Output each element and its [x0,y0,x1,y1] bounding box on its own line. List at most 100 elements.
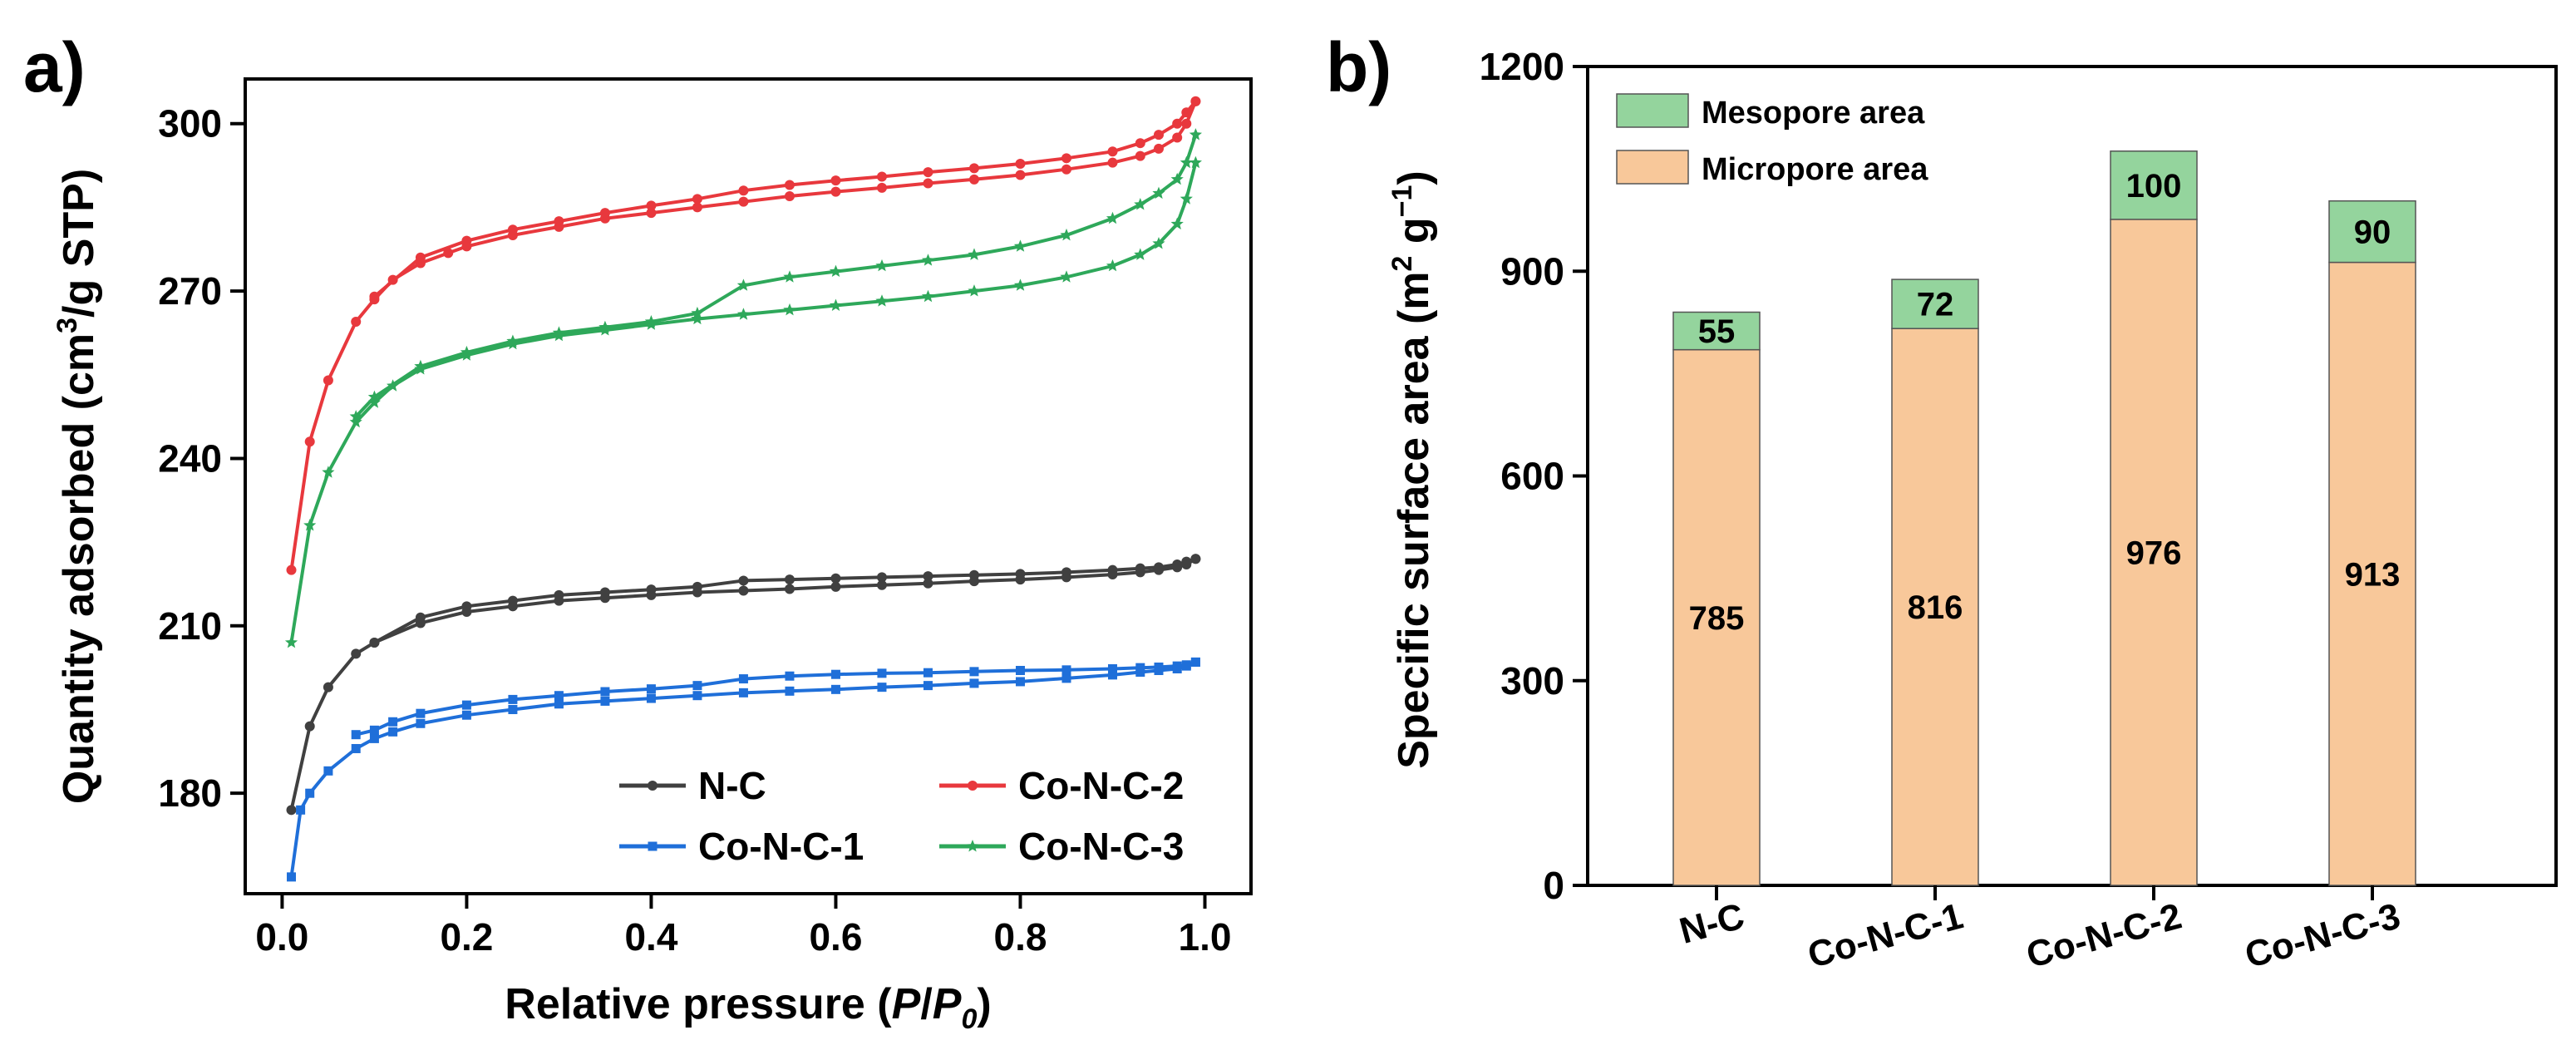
x-tick-label: 0.4 [624,915,677,959]
n-c-adsorption-point [876,579,887,590]
co-n-c-2-desorption-point [369,291,380,302]
bar-micropore-area [2328,261,2416,886]
x-title-p0: P [933,980,962,1028]
legend-marker-n-c [648,781,658,791]
panel-b-y-axis: 0 300 600 900 1200 [1480,45,1588,907]
legend-swatch-micropore-area [1616,150,1689,185]
bar-value-label-micropore-area: 913 [2345,556,2401,593]
co-n-c-2-desorption-point [784,180,795,190]
category-label-co-n-c-1: Co-N-C-1 [1804,895,1968,976]
b-y-title-prefix: Specific surface area (m [1390,271,1438,768]
bar-value-label-mesopore-area: 90 [2354,214,2391,251]
co-n-c-1-desorption-point [554,691,564,701]
legend-swatch-mesopore-area [1616,93,1689,128]
co-n-c-2-adsorption-point [923,178,933,189]
co-n-c-1-desorption-point [1172,661,1182,671]
co-n-c-3-adsorption-point [349,415,362,428]
co-n-c-3-adsorption-point [303,519,317,531]
co-n-c-3-adsorption-point [1189,155,1202,169]
co-n-c-2-desorption-point [599,208,610,219]
y-title-sup: 3 [52,318,83,333]
co-n-c-1-adsorption-point [969,678,979,688]
y-tick-label: 270 [158,269,222,313]
co-n-c-1-adsorption-point [351,743,361,753]
co-n-c-3-desorption-point [552,326,565,338]
co-n-c-3-adsorption-point [736,308,751,320]
n-c-desorption-point [923,571,933,582]
co-n-c-3-desorption-point [1060,228,1073,241]
b-y-title-sup2: −1 [1387,185,1418,218]
co-n-c-2-desorption-point [923,167,933,178]
legend-label-co-n-c-1: Co-N-C-1 [698,825,864,868]
co-n-c-1-adsorption-point [692,691,702,701]
co-n-c-3-desorption-point [1152,186,1165,200]
y-title-suffix: /g STP) [55,169,103,318]
category-label-co-n-c-3: Co-N-C-3 [2241,895,2405,976]
co-n-c-1-adsorption-point [830,684,840,694]
n-c-desorption-point [830,573,841,584]
co-n-c-3-adsorption-point [921,289,935,303]
bar-value-label-mesopore-area: 100 [2126,168,2182,205]
panel-a-label: a) [23,28,86,106]
co-n-c-1-adsorption-point [461,710,471,720]
bar-value-label-mesopore-area: 72 [1917,287,1954,323]
series-n-c [286,554,1201,816]
co-n-c-2-desorption-point [1172,118,1183,129]
co-n-c-3-adsorption-point [829,298,843,311]
co-n-c-1-adsorption-point [369,733,379,743]
co-n-c-1-desorption-point [461,700,471,710]
b-y-title-sup1: 2 [1387,256,1418,272]
b-y-tick-label: 900 [1500,249,1564,293]
bar-value-label-micropore-area: 785 [1689,600,1745,637]
b-y-tick-label: 1200 [1480,45,1564,88]
co-n-c-2-desorption-point [876,171,887,182]
panel-a-y-axis-title: Quantity adsorbed (cm3/g STP) [52,169,103,804]
x-title-sub: 0 [961,1003,977,1035]
co-n-c-2-adsorption-point [784,190,795,201]
legend-marker-co-n-c-3 [966,840,979,852]
co-n-c-1-desorption-point [923,668,933,678]
y-tick-label: 180 [158,771,222,815]
co-n-c-2-desorption-point [507,224,518,235]
co-n-c-1-desorption-point [416,708,426,718]
co-n-c-3-desorption-point [367,390,381,403]
co-n-c-1-desorption-point [1107,663,1117,673]
n-c-desorption-point [1153,562,1164,573]
co-n-c-1-desorption-point [738,674,748,684]
co-n-c-2-adsorption-point [646,208,657,219]
co-n-c-3-desorption-point [1134,198,1147,210]
panel-a-plot-frame [244,77,1253,895]
co-n-c-2-adsorption-point [968,174,979,185]
co-n-c-2-adsorption-point [1107,157,1118,168]
co-n-c-3-adsorption-point [691,312,704,325]
co-n-c-1-adsorption-point [416,718,426,728]
bar-mesopore-area [1891,278,1979,329]
legend-entry-co-n-c-3: Co-N-C-3 [939,825,1184,868]
co-n-c-3-adsorption-point [1106,259,1120,272]
n-c-desorption-point [1172,559,1183,569]
n-c-desorption-point [692,581,702,592]
co-n-c-3-desorption-point [736,278,751,291]
legend-entry-micropore-area: Micropore area [1616,150,1928,187]
category-label-n-c: N-C [1675,895,1748,952]
bar-micropore-area [1672,348,1761,886]
x-title-slash: / [920,980,932,1028]
co-n-c-3-desorption-point [644,315,658,328]
x-tick-label: 0.2 [440,915,493,959]
co-n-c-2-desorption-point [646,200,657,211]
panel-a-x-axis-title: Relative pressure (P/P0) [505,980,991,1035]
co-n-c-3-adsorption-point [1060,270,1073,283]
n-c-adsorption-point [286,805,297,816]
co-n-c-1-desorption-point [1154,662,1164,672]
n-c-desorption-point [507,595,518,606]
n-c-desorption-point [968,569,979,580]
co-n-c-3-adsorption-point [783,303,796,316]
co-n-c-3-desorption-point [460,345,473,358]
co-n-c-2-desorption-point [415,252,426,263]
n-c-adsorption-point [351,648,362,659]
co-n-c-1-desorption-point [1181,660,1191,670]
co-n-c-1-desorption-point [969,667,979,677]
co-n-c-3-desorption-point [598,320,612,333]
co-n-c-3-desorption-point [968,248,981,260]
